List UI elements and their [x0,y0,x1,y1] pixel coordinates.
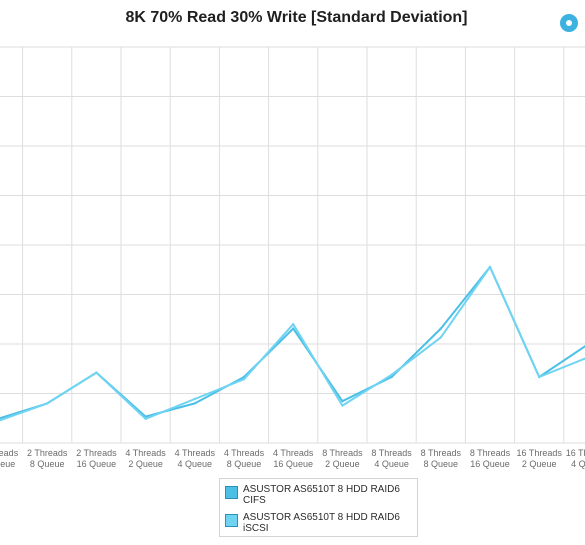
data-point[interactable] [95,371,98,374]
data-point[interactable] [193,397,196,401]
legend-label-iscsi: ASUSTOR AS6510T 8 HDD RAID6 iSCSI [243,512,400,534]
data-point[interactable] [46,402,49,405]
legend-label-cifs: ASUSTOR AS6510T 8 HDD RAID6 CIFS [243,484,400,506]
x-tick-label: 8 Threads 8 Queue [421,448,462,469]
data-point[interactable] [488,265,492,269]
legend-swatch-cifs [225,486,238,499]
x-tick-label: 4 Threads 4 Queue [175,448,216,469]
x-tick-label: 16 Threads 2 Queue [517,448,563,469]
x-tick-label: 4 Threads 16 Queue [273,448,314,469]
legend-swatch-iscsi [225,514,238,527]
data-point[interactable] [144,417,147,420]
data-point[interactable] [193,402,196,405]
x-tick-label: 8 Threads 16 Queue [470,448,511,469]
legend-item-cifs[interactable]: ASUSTOR AS6510T 8 HDD RAID6 CIFS [225,484,413,506]
logo-icon [560,14,578,32]
series-line-0 [0,266,585,420]
data-point[interactable] [242,378,246,381]
chart-title: 8K 70% Read 30% Write [Standard Deviatio… [125,9,468,26]
data-point[interactable] [390,373,393,376]
x-tick-label: 2 Threads 8 Queue [27,448,68,469]
gridlines [0,46,585,444]
data-point[interactable] [341,400,344,403]
x-tick-label: 8 Threads 4 Queue [371,448,412,469]
data-point[interactable] [538,375,541,379]
data-point[interactable] [439,336,442,339]
series-lines [0,265,585,422]
data-point[interactable] [390,375,393,379]
legend-item-iscsi[interactable]: ASUSTOR AS6510T 8 HDD RAID6 iSCSI [225,512,413,534]
legend: ASUSTOR AS6510T 8 HDD RAID6 CIFS ASUSTOR… [219,478,418,537]
x-tick-label: 8 Threads 2 Queue [322,448,363,469]
x-tick-label: 4 Threads 2 Queue [125,448,166,469]
x-tick-label: 4 Threads 8 Queue [224,448,265,469]
data-point[interactable] [292,323,295,326]
data-point[interactable] [292,327,295,330]
x-tick-label: 2 Threads 16 Queue [76,448,117,469]
data-point[interactable] [341,404,344,407]
data-point[interactable] [439,327,442,330]
